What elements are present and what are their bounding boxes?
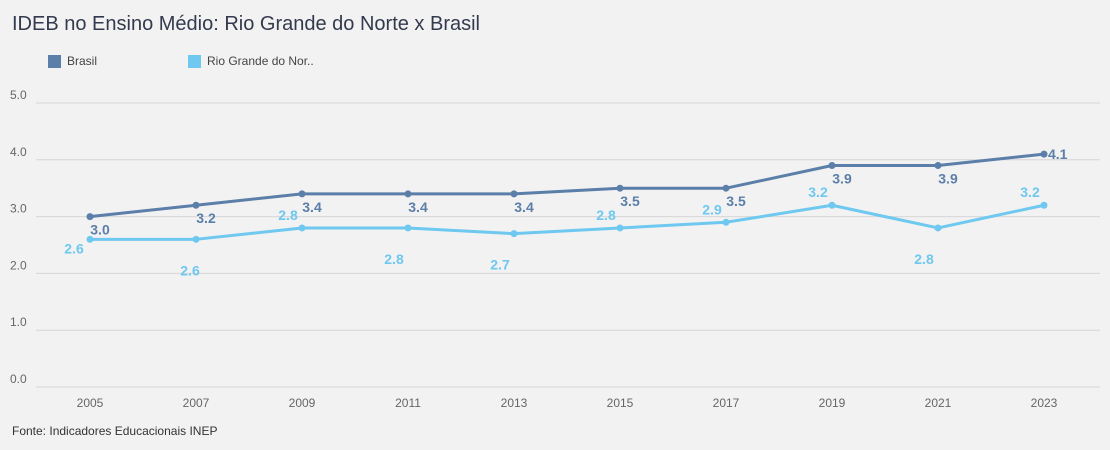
data-point: [404, 190, 412, 198]
y-tick-label: 2.0: [10, 258, 27, 272]
legend-swatch-brasil: [48, 54, 61, 68]
data-point: [86, 235, 94, 243]
data-point: [510, 190, 518, 198]
x-tick-label: 2015: [607, 396, 634, 410]
y-tick-label: 5.0: [10, 88, 27, 102]
legend-item-brasil[interactable]: Brasil: [48, 54, 97, 68]
data-point: [1040, 150, 1048, 158]
y-tick-label: 3.0: [10, 202, 27, 216]
data-label: 3.2: [196, 210, 216, 226]
data-label: 2.6: [64, 240, 84, 256]
grid: 0.0 1.0 2.0 3.0 4.0 5.0: [10, 88, 1100, 388]
chart-title: IDEB no Ensino Médio: Rio Grande do Nort…: [12, 13, 480, 35]
data-label: 3.5: [620, 193, 640, 209]
x-axis: 2005 2007 2009 2011 2013 2015 2017 2019 2021 2023: [77, 396, 1058, 410]
x-tick-label: 2011: [395, 396, 421, 410]
data-label: 3.0: [90, 222, 110, 238]
data-point: [1040, 201, 1048, 209]
data-label: 2.8: [278, 207, 298, 223]
y-tick-label: 4.0: [10, 145, 27, 159]
legend-label-rio-grande-do-norte: Rio Grande do Nor..: [207, 54, 314, 68]
x-tick-label: 2023: [1031, 396, 1058, 410]
x-tick-label: 2013: [501, 396, 528, 410]
data-point: [722, 218, 730, 226]
data-label: 3.4: [302, 199, 322, 215]
x-tick-label: 2009: [289, 396, 316, 410]
y-tick-label: 1.0: [10, 315, 27, 329]
data-label: 3.9: [938, 170, 958, 186]
data-label: 4.1: [1048, 146, 1068, 162]
data-label: 2.8: [384, 251, 404, 267]
data-label: 3.4: [514, 199, 534, 215]
data-point: [86, 213, 94, 221]
x-tick-label: 2005: [77, 396, 104, 410]
data-label: 3.4: [408, 199, 428, 215]
legend-label-brasil: Brasil: [67, 54, 98, 68]
data-point: [616, 224, 624, 232]
data-point: [616, 184, 624, 192]
data-point: [298, 224, 306, 232]
data-label: 2.7: [490, 257, 510, 273]
series-line: [90, 203, 1045, 241]
y-tick-label: 0.0: [10, 372, 27, 386]
series-line: [89, 152, 1045, 219]
data-point: [934, 161, 942, 169]
data-label: 3.9: [832, 170, 852, 186]
x-tick-label: 2017: [713, 396, 740, 410]
source-note: Fonte: Indicadores Educacionais INEP: [12, 424, 218, 438]
x-tick-label: 2019: [819, 396, 846, 410]
data-label: 3.2: [1020, 184, 1040, 200]
data-label: 2.8: [914, 251, 934, 267]
series-group: 3.0 3.2 3.4 3.4 3.4 3.5 3.5 3.9 3.9 4.1 2.6 2.6 2.8 2…: [64, 146, 1067, 278]
x-tick-label: 2007: [183, 396, 210, 410]
data-label: 3.2: [808, 184, 828, 200]
legend-item-rio-grande-do-norte[interactable]: Rio Grande do Nor..: [188, 54, 314, 68]
data-point: [192, 235, 200, 243]
data-label: 2.8: [596, 207, 616, 223]
data-point: [192, 201, 200, 209]
data-point: [828, 201, 836, 209]
x-tick-label: 2021: [925, 396, 952, 410]
data-point: [404, 224, 412, 232]
data-point: [298, 190, 306, 198]
data-point: [510, 230, 518, 238]
data-label: 3.5: [726, 193, 746, 209]
data-label: 2.6: [180, 262, 200, 278]
legend-swatch-rio-grande-do-norte: [188, 54, 201, 68]
data-point: [722, 184, 730, 192]
data-point: [828, 161, 836, 169]
data-point: [934, 224, 942, 232]
data-label: 2.9: [702, 201, 722, 217]
